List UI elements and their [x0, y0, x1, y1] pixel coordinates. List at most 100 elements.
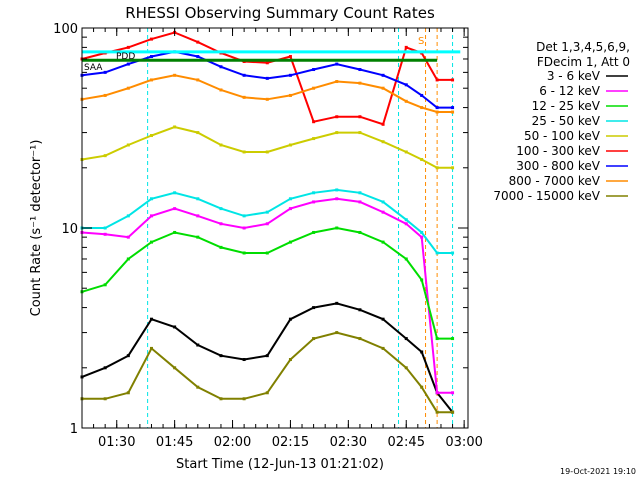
data-point-s7-1	[103, 93, 107, 97]
data-point-s5-10	[312, 120, 316, 124]
data-point-s5-14	[404, 45, 408, 49]
y-axis-label: Count Rate (s⁻¹ detector⁻¹)	[29, 140, 44, 317]
data-point-s5-13	[381, 122, 385, 126]
data-point-s3-4	[173, 191, 177, 195]
series-line-3	[82, 188, 453, 254]
data-point-s1-1	[103, 232, 107, 236]
series-line-4	[81, 125, 453, 169]
data-point-s6-7	[242, 73, 246, 77]
data-point-s6-6	[219, 65, 223, 69]
data-point-s4-3	[149, 134, 153, 138]
data-point-s8-6	[219, 397, 223, 401]
data-point-s7-16	[435, 110, 439, 114]
data-point-s6-3	[149, 55, 153, 59]
data-point-s4-7	[242, 150, 246, 154]
data-point-s1-5	[196, 214, 200, 218]
x-tick-label-4: 02:30	[330, 435, 367, 450]
x-tick-label-1: 01:45	[156, 435, 193, 450]
data-point-s0-12	[358, 308, 362, 312]
data-point-s8-7	[242, 397, 246, 401]
chart-marks	[80, 28, 461, 428]
data-point-s3-3	[149, 197, 153, 201]
data-point-s1-8	[265, 222, 269, 226]
data-point-s1-6	[219, 222, 223, 226]
data-point-s8-10	[312, 337, 316, 341]
data-point-s4-10	[312, 137, 316, 141]
data-point-s6-1	[103, 70, 107, 74]
series-line-0	[81, 302, 454, 413]
data-point-s8-11	[335, 331, 339, 335]
data-point-s7-2	[126, 86, 130, 90]
data-point-s2-8	[265, 251, 269, 255]
data-point-s2-4	[173, 230, 177, 234]
data-point-s0-7	[242, 358, 246, 362]
data-point-s2-1	[103, 283, 107, 287]
data-point-s6-16	[435, 106, 439, 110]
x-axis-label: Start Time (12-Jun-13 01:21:02)	[176, 457, 384, 472]
x-tick-label-0: 01:30	[98, 435, 135, 450]
data-point-s6-2	[126, 62, 130, 66]
data-point-s6-17	[451, 106, 455, 110]
y-tick-label-2: 100	[53, 22, 78, 37]
data-point-s3-10	[312, 191, 316, 195]
x-tick-label-2: 02:00	[214, 435, 251, 450]
series-line-6	[81, 50, 453, 109]
data-point-s2-7	[242, 251, 246, 255]
data-point-s1-4	[173, 207, 177, 211]
data-point-s2-6	[219, 245, 223, 249]
data-point-s5-9	[288, 55, 292, 59]
data-point-s4-4	[173, 125, 177, 129]
data-point-s7-14	[404, 99, 408, 103]
data-point-s6-10	[312, 68, 316, 72]
data-point-s2-16	[435, 337, 439, 341]
data-point-s7-9	[288, 93, 292, 97]
legend-label-4: 50 - 100 keV	[524, 129, 601, 143]
legend-label-7: 800 - 7000 keV	[509, 174, 601, 188]
legend-header-line-2: FDecim 1, Att 0	[537, 55, 630, 69]
x-tick-label-6: 03:00	[445, 435, 482, 450]
data-point-s5-5	[196, 40, 200, 44]
y-tick-label-0: 1	[70, 422, 78, 437]
data-point-s3-8	[265, 210, 269, 214]
data-point-s6-5	[196, 55, 200, 59]
data-point-s3-14	[404, 218, 408, 222]
data-point-s4-12	[358, 131, 362, 135]
data-point-s7-5	[196, 78, 200, 82]
data-point-s8-16	[435, 410, 439, 414]
data-point-s0-13	[381, 317, 385, 321]
series-line-2	[81, 226, 453, 340]
data-point-s7-11	[335, 80, 339, 84]
data-point-s6-9	[288, 73, 292, 77]
data-point-s4-14	[404, 150, 408, 154]
data-point-s2-14	[404, 257, 408, 261]
data-point-s8-5	[196, 385, 200, 389]
data-point-s0-11	[335, 301, 339, 305]
data-point-s0-8	[265, 354, 269, 358]
data-point-s3-1	[103, 226, 107, 230]
data-point-s0-15	[420, 350, 424, 354]
chart-title: RHESSI Observing Summary Count Rates	[125, 4, 435, 22]
data-point-s3-9	[288, 197, 292, 201]
data-point-s5-8	[265, 61, 269, 65]
data-point-s7-13	[381, 86, 385, 90]
data-point-s0-6	[219, 354, 223, 358]
data-point-s2-11	[335, 226, 339, 230]
data-point-s7-7	[242, 95, 246, 99]
data-point-s8-13	[381, 346, 385, 350]
data-point-s0-4	[173, 325, 177, 329]
data-point-s4-6	[219, 143, 223, 147]
data-point-s6-13	[381, 73, 385, 77]
data-point-s8-12	[358, 337, 362, 341]
data-point-s7-4	[173, 73, 177, 77]
data-point-s1-16	[435, 391, 439, 395]
footer-date: 19-Oct-2021 19:10	[560, 467, 636, 476]
data-point-s1-2	[126, 235, 130, 239]
data-point-s3-2	[126, 214, 130, 218]
data-point-s2-10	[312, 230, 316, 234]
series-line-7	[81, 74, 453, 113]
chart-axes: 01:30 01:45 02:00 02:15 02:30 02:45 03:00 1 10 10…	[53, 22, 483, 450]
data-point-s2-9	[288, 240, 292, 244]
data-point-s1-15	[420, 235, 424, 239]
x-tick-label-3: 02:15	[272, 435, 309, 450]
data-point-s3-13	[381, 200, 385, 204]
